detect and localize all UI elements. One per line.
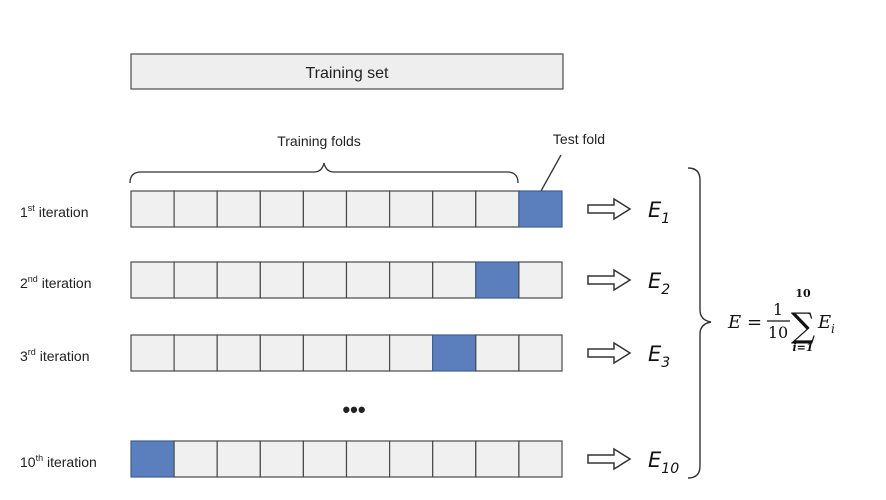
training-fold-cell — [518, 440, 563, 478]
test-fold-cell — [518, 190, 563, 228]
iteration-ordinal-suffix: th — [36, 453, 44, 463]
training-fold-cell — [518, 261, 563, 299]
training-fold-cell — [259, 440, 304, 478]
training-fold-cell — [475, 190, 520, 228]
training-fold-cell — [173, 334, 218, 372]
training-fold-cell — [345, 334, 391, 372]
formula-lhs: E — [727, 312, 741, 333]
training-fold-cell — [259, 190, 304, 228]
training-fold-cell — [130, 261, 175, 299]
training-fold-cell — [345, 440, 391, 478]
iteration-row: 3rd iteration E3 — [20, 334, 670, 372]
training-fold-cell — [302, 334, 348, 372]
iteration-number: 10 — [20, 454, 36, 470]
training-fold-cell — [130, 334, 175, 372]
training-fold-cell — [216, 190, 261, 228]
iteration-ordinal-suffix: st — [28, 203, 36, 213]
iteration-word: iteration — [36, 348, 90, 364]
iteration-word: iteration — [35, 204, 89, 220]
iteration-label: 3rd iteration — [20, 347, 90, 364]
iteration-label: 1st iteration — [20, 203, 89, 220]
training-fold-cell — [259, 261, 304, 299]
training-fold-cell — [302, 440, 348, 478]
training-fold-cell — [389, 440, 434, 478]
training-fold-cell — [173, 261, 218, 299]
training-fold-cell — [432, 190, 477, 228]
training-folds-brace — [129, 162, 519, 184]
iteration-number: 3 — [20, 348, 28, 364]
training-fold-cell — [432, 440, 477, 478]
error-base: E — [648, 198, 662, 222]
training-fold-cell — [432, 261, 477, 299]
hollow-arrow-icon — [587, 268, 632, 292]
formula-sum-lower: i=1 — [792, 341, 813, 354]
training-fold-cell — [302, 261, 348, 299]
formula-term-subscript: i — [831, 322, 835, 336]
training-set-bar — [130, 53, 564, 90]
formula-term: E — [817, 312, 831, 333]
results-brace — [687, 167, 712, 479]
hollow-arrow-icon — [587, 447, 632, 471]
test-fold-cell — [475, 261, 520, 299]
iteration-error: E3 — [648, 342, 670, 371]
error-subscript: 10 — [661, 461, 679, 477]
training-fold-cell — [389, 190, 434, 228]
error-base: E — [648, 342, 662, 366]
iteration-label: 2nd iteration — [20, 274, 92, 291]
training-fold-cell — [389, 334, 434, 372]
training-fold-cell — [345, 190, 391, 228]
average-error-formula: E = 1 10 10 ∑ i=1 E i — [727, 287, 835, 354]
iteration-word: iteration — [38, 275, 92, 291]
iteration-word: iteration — [43, 454, 97, 470]
training-fold-cell — [475, 334, 520, 372]
training-fold-cell — [475, 440, 520, 478]
training-fold-cell — [345, 261, 391, 299]
error-subscript: 1 — [661, 211, 670, 227]
iteration-ordinal-suffix: nd — [28, 274, 38, 284]
test-fold-label: Test fold — [553, 131, 605, 147]
iteration-row: 2nd iteration E2 — [20, 261, 670, 299]
formula-fraction-denominator: 10 — [768, 323, 788, 342]
hollow-arrow-icon — [587, 341, 632, 365]
formula-fraction-numerator: 1 — [773, 300, 783, 319]
training-fold-cell — [173, 190, 218, 228]
hollow-arrow-icon — [587, 197, 632, 221]
error-subscript: 2 — [661, 282, 670, 298]
error-base: E — [648, 448, 662, 472]
formula-sum-upper: 10 — [795, 287, 811, 300]
training-fold-cell — [216, 334, 261, 372]
iteration-error: E1 — [648, 198, 670, 227]
ellipsis: ••• — [342, 397, 365, 422]
training-folds-label: Training folds — [277, 133, 361, 149]
iteration-row: 1st iteration E1 — [20, 190, 670, 228]
formula-sum-symbol: ∑ — [791, 306, 815, 346]
error-subscript: 3 — [661, 355, 670, 371]
test-fold-cell — [432, 334, 477, 372]
test-fold-cell — [130, 440, 175, 478]
iteration-error: E2 — [648, 269, 670, 298]
training-fold-cell — [216, 261, 261, 299]
iteration-number: 2 — [20, 275, 28, 291]
training-fold-cell — [389, 261, 434, 299]
training-fold-cell — [302, 190, 348, 228]
iteration-ordinal-suffix: rd — [28, 347, 36, 357]
test-fold-pointer — [540, 154, 562, 192]
training-set-label: Training set — [306, 65, 390, 82]
training-fold-cell — [130, 190, 175, 228]
training-fold-cell — [518, 334, 563, 372]
formula-equals: = — [747, 312, 762, 333]
training-fold-cell — [216, 440, 261, 478]
error-base: E — [648, 269, 662, 293]
iteration-label: 10th iteration — [20, 453, 97, 470]
iteration-row: 10th iteration E10 — [20, 440, 679, 478]
training-fold-cell — [173, 440, 218, 478]
iteration-number: 1 — [20, 204, 28, 220]
iteration-error: E10 — [648, 448, 679, 477]
training-fold-cell — [259, 334, 304, 372]
